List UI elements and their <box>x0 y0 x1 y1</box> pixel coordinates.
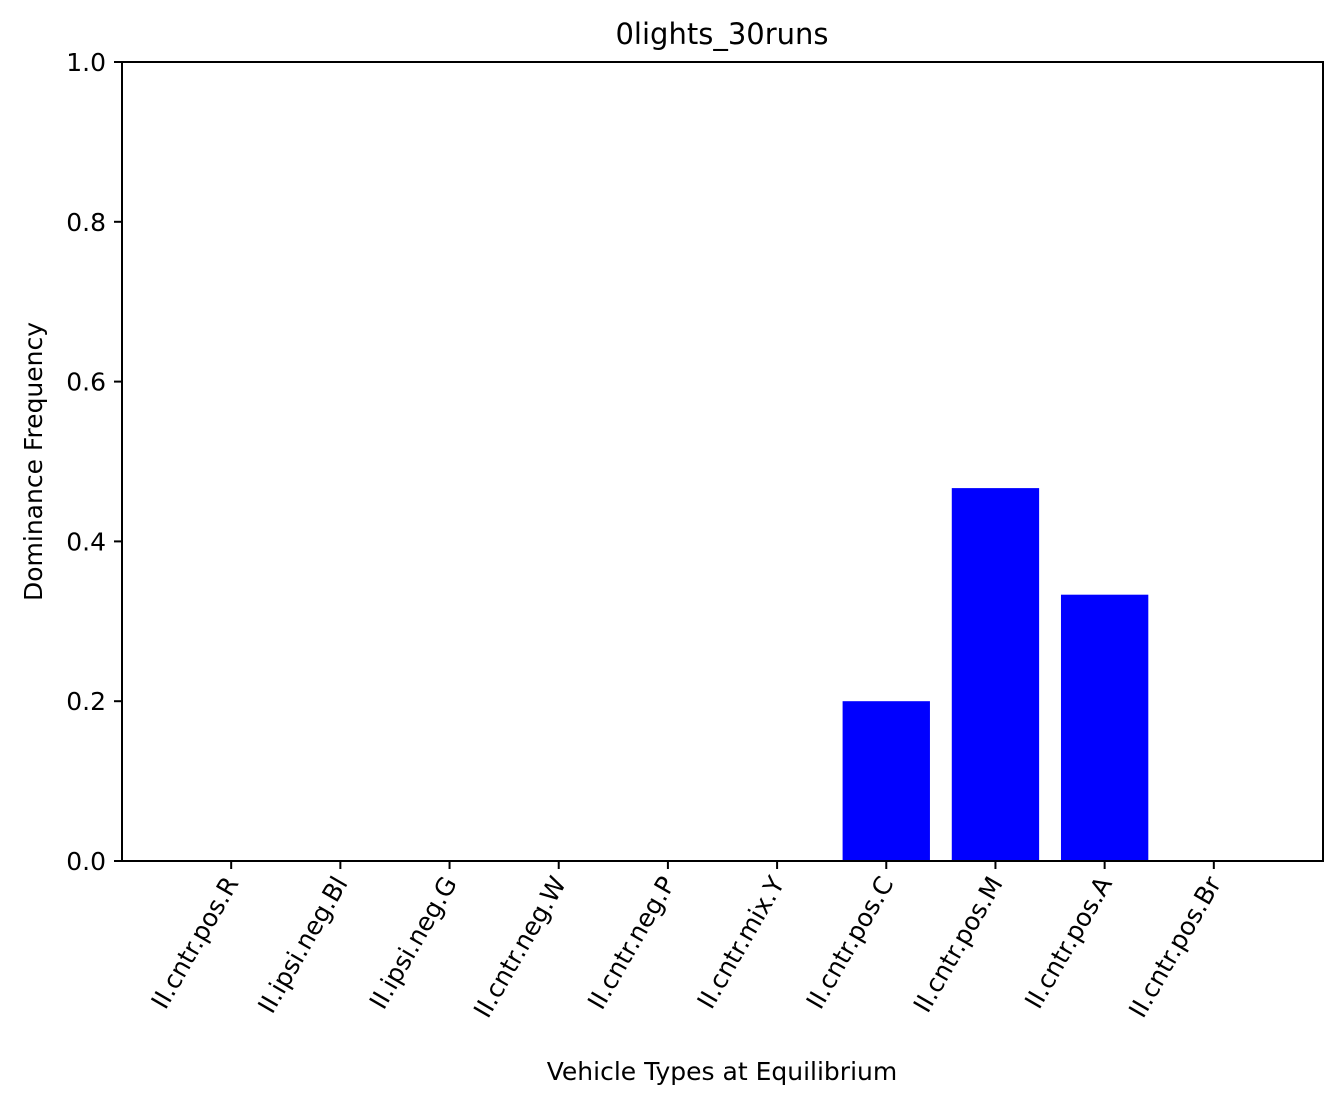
bar-6 <box>842 701 930 861</box>
x-tick-label: II.cntr.pos.A <box>1019 872 1118 1014</box>
y-tick-label: 0.8 <box>66 208 106 237</box>
y-tick-label: 0.2 <box>66 687 106 716</box>
x-tick-label: II.ipsi.neg.Bl <box>252 872 353 1019</box>
x-tick-label: II.cntr.pos.R <box>145 872 244 1014</box>
y-tick-label: 0.0 <box>66 847 106 876</box>
x-tick-label: II.cntr.neg.W <box>468 872 572 1023</box>
x-tick-label: II.cntr.pos.M <box>908 872 1009 1018</box>
chart-title: 0lights_30runs <box>615 17 828 51</box>
x-axis-label: Vehicle Types at Equilibrium <box>547 1057 897 1086</box>
y-tick-label: 1.0 <box>66 48 106 77</box>
y-axis-label: Dominance Frequency <box>19 322 48 601</box>
y-tick-label: 0.6 <box>66 368 106 397</box>
x-axis: II.cntr.pos.R II.ipsi.neg.Bl II.ipsi.neg.G… <box>145 861 1227 1023</box>
x-tick-label: II.cntr.neg.P <box>582 872 681 1015</box>
bars-layer <box>842 488 1149 861</box>
bar-7 <box>951 488 1040 861</box>
y-tick-label: 0.4 <box>66 527 106 556</box>
y-axis: 0.0 0.2 0.4 0.6 0.8 1.0 <box>66 48 122 876</box>
x-tick-label: II.ipsi.neg.G <box>364 872 463 1015</box>
plot-frame <box>121 61 1324 862</box>
x-tick-label: II.cntr.mix.Y <box>692 871 791 1014</box>
bar-8 <box>1060 594 1149 861</box>
x-tick-label: II.cntr.pos.Br <box>1123 871 1227 1023</box>
x-tick-label: II.cntr.pos.C <box>801 872 900 1014</box>
